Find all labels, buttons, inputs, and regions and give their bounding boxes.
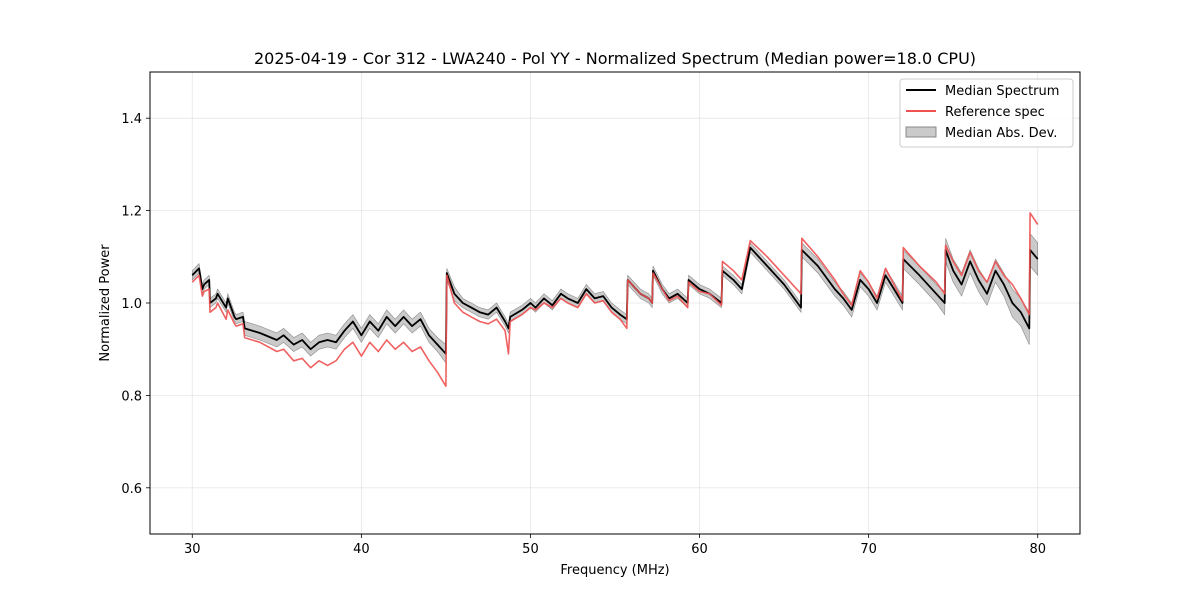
legend-swatch-mad [905,126,937,138]
y-axis-label: Normalized Power [98,244,113,362]
legend-label-mad: Median Abs. Dev. [945,126,1057,141]
y-axis-ticks: 0.6 0.8 1.0 1.2 1.4 [121,112,150,497]
y-tick-label: 1.4 [121,112,142,127]
legend-label-median: Median Spectrum [945,84,1059,99]
legend: Median Spectrum Reference spec Median Ab… [899,78,1074,148]
legend-box [899,78,1074,148]
chart-title: 2025-04-19 - Cor 312 - LWA240 - Pol YY -… [254,49,976,68]
legend-label-reference: Reference spec [945,105,1045,120]
median-spectrum-line [191,246,1039,355]
x-axis-label: Frequency (MHz) [560,563,669,578]
line-layer [191,212,1039,388]
x-tick-label: 60 [691,542,708,557]
x-tick-label: 30 [184,542,201,557]
y-tick-label: 1.0 [121,297,142,312]
reference-spectrum-line [191,212,1039,388]
x-tick-label: 80 [1029,542,1046,557]
y-tick-label: 1.2 [121,205,142,220]
x-tick-label: 70 [860,542,877,557]
x-tick-label: 40 [353,542,370,557]
x-axis-ticks: 30 40 50 60 70 80 [184,534,1046,557]
y-tick-label: 0.8 [121,389,142,404]
x-tick-label: 50 [522,542,539,557]
y-tick-label: 0.6 [121,482,142,497]
